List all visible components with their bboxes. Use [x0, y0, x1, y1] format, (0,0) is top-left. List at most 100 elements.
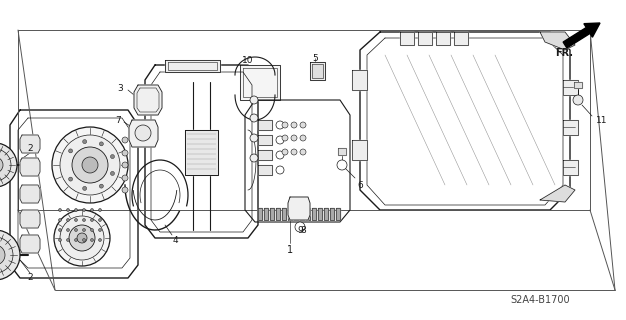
Polygon shape [145, 65, 258, 238]
Circle shape [69, 149, 73, 153]
Circle shape [66, 209, 69, 212]
Polygon shape [312, 64, 323, 78]
Circle shape [282, 122, 288, 128]
Circle shape [291, 135, 297, 141]
Text: 4: 4 [172, 236, 178, 244]
Polygon shape [454, 32, 468, 45]
Polygon shape [282, 208, 286, 220]
Polygon shape [20, 210, 40, 228]
Circle shape [300, 135, 306, 141]
Circle shape [282, 149, 288, 155]
Circle shape [295, 222, 305, 232]
Text: 11: 11 [596, 116, 607, 124]
Circle shape [58, 228, 61, 231]
Circle shape [0, 149, 11, 181]
Polygon shape [240, 65, 280, 100]
Polygon shape [330, 208, 334, 220]
Polygon shape [324, 208, 328, 220]
Circle shape [100, 184, 103, 188]
Polygon shape [400, 32, 414, 45]
Circle shape [58, 238, 61, 242]
Text: 2: 2 [27, 143, 33, 153]
Circle shape [74, 238, 78, 242]
Polygon shape [563, 160, 578, 175]
Circle shape [98, 228, 101, 231]
Polygon shape [418, 32, 432, 45]
Circle shape [122, 150, 128, 156]
Circle shape [122, 175, 128, 181]
Polygon shape [352, 70, 367, 90]
Polygon shape [288, 208, 292, 220]
Circle shape [98, 209, 101, 212]
Circle shape [66, 219, 69, 221]
Circle shape [122, 162, 128, 168]
Polygon shape [258, 165, 272, 175]
Text: 6: 6 [357, 180, 363, 189]
Polygon shape [185, 130, 218, 175]
Circle shape [300, 149, 306, 155]
Polygon shape [10, 110, 138, 278]
Polygon shape [310, 62, 325, 80]
Polygon shape [563, 120, 578, 135]
Circle shape [0, 245, 5, 265]
Polygon shape [270, 208, 274, 220]
Polygon shape [20, 235, 40, 253]
Polygon shape [245, 100, 350, 222]
Circle shape [100, 142, 103, 146]
Polygon shape [360, 32, 570, 210]
Text: S2A4-B1700: S2A4-B1700 [510, 295, 570, 305]
Text: 3: 3 [117, 84, 123, 92]
Text: 5: 5 [312, 53, 318, 62]
Polygon shape [258, 150, 272, 160]
Text: 8: 8 [300, 226, 306, 235]
Circle shape [69, 177, 73, 181]
Circle shape [250, 134, 258, 142]
Circle shape [74, 209, 78, 212]
Polygon shape [258, 208, 262, 220]
Polygon shape [306, 208, 310, 220]
Circle shape [83, 228, 86, 231]
Circle shape [54, 210, 110, 266]
Polygon shape [165, 60, 220, 72]
Polygon shape [294, 208, 298, 220]
Circle shape [83, 238, 86, 242]
Polygon shape [540, 185, 575, 202]
Circle shape [83, 140, 86, 144]
Polygon shape [436, 32, 450, 45]
Polygon shape [20, 158, 40, 176]
Circle shape [0, 237, 13, 273]
Polygon shape [336, 208, 340, 220]
Circle shape [69, 225, 95, 251]
Circle shape [83, 186, 86, 190]
Circle shape [135, 125, 151, 141]
Circle shape [60, 135, 120, 195]
Text: 2: 2 [27, 274, 33, 283]
Circle shape [250, 96, 258, 104]
Circle shape [66, 228, 69, 231]
Circle shape [110, 172, 115, 175]
Polygon shape [574, 82, 582, 88]
Polygon shape [540, 32, 575, 50]
Circle shape [98, 238, 101, 242]
Circle shape [250, 114, 258, 122]
Circle shape [276, 121, 284, 129]
Polygon shape [352, 140, 367, 160]
Circle shape [122, 187, 128, 193]
Circle shape [58, 209, 61, 212]
Text: 10: 10 [242, 55, 254, 65]
Circle shape [110, 155, 115, 159]
Circle shape [282, 135, 288, 141]
Polygon shape [20, 185, 40, 203]
Polygon shape [134, 85, 162, 115]
Polygon shape [300, 208, 304, 220]
Circle shape [83, 209, 86, 212]
Circle shape [122, 137, 128, 143]
Polygon shape [129, 120, 158, 147]
Text: 7: 7 [115, 116, 121, 124]
Circle shape [91, 219, 93, 221]
Circle shape [83, 219, 86, 221]
Polygon shape [276, 208, 280, 220]
Circle shape [91, 228, 93, 231]
Circle shape [60, 216, 104, 260]
Circle shape [74, 228, 78, 231]
